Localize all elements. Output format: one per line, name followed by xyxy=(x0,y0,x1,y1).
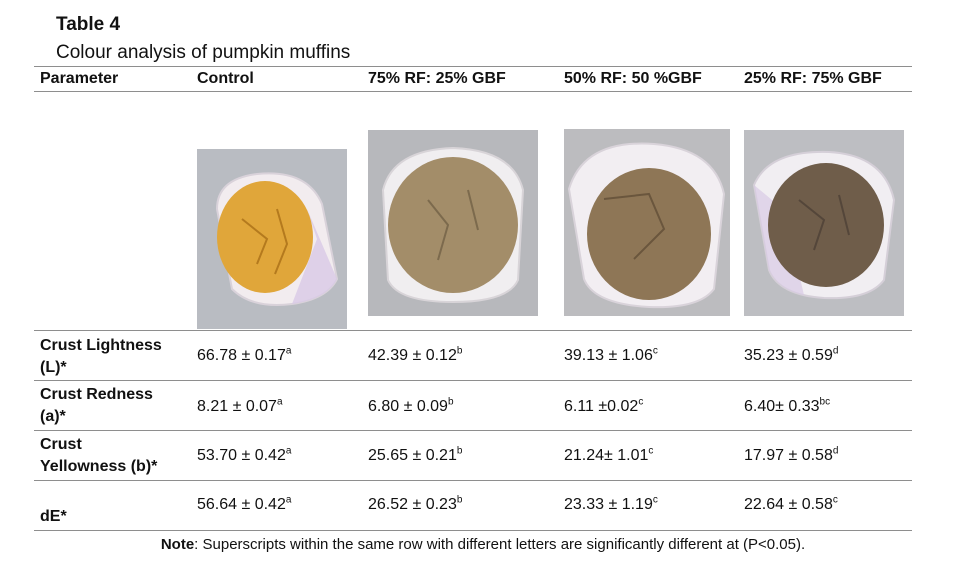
value: 66.78 ± 0.17 xyxy=(197,347,286,364)
header-75rf: 75% RF: 25% GBF xyxy=(368,70,506,87)
muffin-25rf-crust xyxy=(768,163,884,287)
cell-yellowness-25rf: 17.97 ± 0.58d xyxy=(744,445,839,465)
value: 8.21 ± 0.07 xyxy=(197,398,277,415)
muffin-25rf-photo xyxy=(744,130,904,316)
cell-yellowness-75rf: 25.65 ± 0.21b xyxy=(368,445,463,465)
cell-redness-75rf: 6.80 ± 0.09b xyxy=(368,396,454,416)
cell-redness-50rf: 6.11 ±0.02c xyxy=(564,396,644,416)
value: 56.64 ± 0.42 xyxy=(197,496,286,513)
value: 39.13 ± 1.06 xyxy=(564,347,653,364)
cell-yellowness-control: 53.70 ± 0.42a xyxy=(197,445,292,465)
value: 17.97 ± 0.58 xyxy=(744,447,833,464)
rule-row1 xyxy=(34,380,912,381)
rule-row3 xyxy=(34,480,912,481)
row-de-label: dE* xyxy=(40,484,67,528)
superscript: a xyxy=(285,445,292,457)
superscript: c xyxy=(652,345,658,357)
superscript: b xyxy=(456,445,463,457)
superscript: c xyxy=(638,396,644,408)
cell-yellowness-50rf: 21.24± 1.01c xyxy=(564,445,654,465)
value: 25.65 ± 0.21 xyxy=(368,447,457,464)
row-crust-yellowness-label: Crust Yellowness (b)* xyxy=(40,434,157,478)
cell-lightness-75rf: 42.39 ± 0.12b xyxy=(368,345,463,365)
param-line: Yellowness (b)* xyxy=(40,458,158,475)
note-text: : Superscripts within the same row with … xyxy=(194,536,806,553)
header-25rf: 25% RF: 75% GBF xyxy=(744,70,882,87)
superscript: c xyxy=(832,494,838,506)
superscript: a xyxy=(285,345,292,357)
superscript: b xyxy=(456,345,463,357)
cell-lightness-control: 66.78 ± 0.17a xyxy=(197,345,292,365)
rule-photos xyxy=(34,330,912,331)
param-line: (L)* xyxy=(40,359,67,376)
cell-redness-control: 8.21 ± 0.07a xyxy=(197,396,283,416)
muffin-75rf-photo xyxy=(368,130,538,316)
value: 6.80 ± 0.09 xyxy=(368,398,448,415)
value: 22.64 ± 0.58 xyxy=(744,496,833,513)
value: 6.40± 0.33 xyxy=(744,398,820,415)
superscript: bc xyxy=(819,396,831,408)
cell-de-75rf: 26.52 ± 0.23b xyxy=(368,494,463,514)
param-line xyxy=(40,484,67,506)
cell-de-control: 56.64 ± 0.42a xyxy=(197,494,292,514)
header-parameter: Parameter xyxy=(40,70,119,87)
superscript: c xyxy=(652,494,658,506)
superscript: b xyxy=(456,494,463,506)
rule-bottom xyxy=(34,530,912,531)
value: 35.23 ± 0.59 xyxy=(744,347,833,364)
rule-header xyxy=(34,91,912,92)
superscript: c xyxy=(648,445,654,457)
param-line: Crust Lightness xyxy=(40,337,162,354)
row-crust-redness-label: Crust Redness (a)* xyxy=(40,384,153,428)
rule-row2 xyxy=(34,430,912,431)
cell-lightness-50rf: 39.13 ± 1.06c xyxy=(564,345,658,365)
param-line: dE* xyxy=(40,508,67,525)
control-muffin-photo xyxy=(197,149,347,329)
value: 53.70 ± 0.42 xyxy=(197,447,286,464)
header-50rf: 50% RF: 50 %GBF xyxy=(564,70,702,87)
row-crust-lightness-label: Crust Lightness (L)* xyxy=(40,335,162,379)
param-line: Crust xyxy=(40,436,82,453)
table-note: Note: Superscripts within the same row w… xyxy=(0,536,966,553)
superscript: d xyxy=(832,345,839,357)
cell-de-50rf: 23.33 ± 1.19c xyxy=(564,494,658,514)
value: 6.11 ±0.02 xyxy=(564,398,639,415)
header-control: Control xyxy=(197,70,254,87)
rule-top xyxy=(34,66,912,67)
value: 42.39 ± 0.12 xyxy=(368,347,457,364)
muffin-50rf-crust xyxy=(587,168,711,300)
superscript: a xyxy=(285,494,292,506)
param-line: Crust Redness xyxy=(40,386,153,403)
value: 26.52 ± 0.23 xyxy=(368,496,457,513)
cell-redness-25rf: 6.40± 0.33bc xyxy=(744,396,831,416)
superscript: b xyxy=(447,396,454,408)
muffin-75rf-crust xyxy=(388,157,518,293)
muffin-50rf-photo xyxy=(564,129,730,316)
value: 23.33 ± 1.19 xyxy=(564,496,653,513)
cell-lightness-25rf: 35.23 ± 0.59d xyxy=(744,345,839,365)
note-label: Note xyxy=(160,536,195,553)
superscript: d xyxy=(832,445,839,457)
table-title: Table 4 xyxy=(56,14,121,35)
param-line: (a)* xyxy=(40,408,66,425)
superscript: a xyxy=(276,396,283,408)
cell-de-25rf: 22.64 ± 0.58c xyxy=(744,494,838,514)
table-subtitle: Colour analysis of pumpkin muffins xyxy=(56,42,351,63)
value: 21.24± 1.01 xyxy=(564,447,649,464)
